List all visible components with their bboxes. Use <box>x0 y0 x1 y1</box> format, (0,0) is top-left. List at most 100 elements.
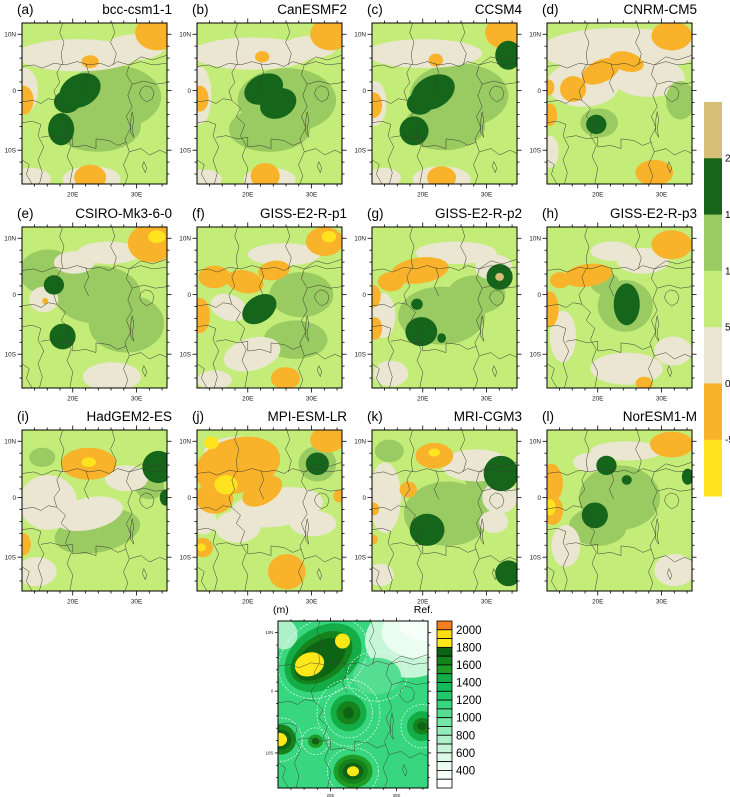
contour-blob <box>197 537 213 558</box>
panel-model-name: HadGEM2-ES <box>86 409 172 424</box>
lat-tick-label: 0 <box>187 495 191 502</box>
colorbar-box <box>436 717 453 727</box>
lake-outline <box>317 364 322 378</box>
map-shapes <box>372 430 517 591</box>
contour-blob <box>197 436 281 495</box>
contour-blob <box>77 241 141 265</box>
map-shapes <box>22 227 167 388</box>
contour-blob <box>353 657 401 695</box>
contour-ring <box>316 679 381 747</box>
contour-blob <box>372 293 396 339</box>
contour-blob <box>53 251 95 274</box>
colorbar-tick-label: 10 <box>725 266 730 277</box>
contour-blob <box>372 284 381 308</box>
contour-blob <box>159 489 167 506</box>
contour-blob <box>270 367 300 388</box>
contour-blob <box>411 74 455 111</box>
contour-blob <box>226 270 264 294</box>
colorbar-box <box>436 664 453 675</box>
colorbar-reference: 2000 1800 1600 1400 1200 1000 800 600 400 <box>436 620 482 789</box>
contour-blob <box>228 106 311 152</box>
contour-blob <box>197 169 222 184</box>
axis-labels: 10N 0 10S 20E 30E <box>529 236 667 403</box>
panel-title-row: (e) CSIRO-Mk3-6-0 <box>17 206 172 221</box>
colorbar-segment <box>704 270 722 328</box>
panel-index-label: (g) <box>367 206 384 221</box>
contour-blob <box>197 37 313 70</box>
contour-blob <box>335 633 350 649</box>
contour-blob <box>242 475 283 507</box>
contour-blob <box>590 352 663 385</box>
lat-tick-label: 10N <box>179 236 191 243</box>
contour-blob <box>464 462 512 495</box>
colorbar-box <box>436 690 453 701</box>
contour-blob <box>310 23 342 51</box>
contour-blob <box>338 758 368 784</box>
contour-blob <box>321 231 337 243</box>
contour-blob <box>22 39 138 72</box>
colorbar-segment <box>704 383 722 441</box>
map-shapes <box>372 227 517 388</box>
axis-labels: 10N 0 10S 20E 30E <box>354 236 492 403</box>
contour-blob <box>483 455 517 492</box>
colorbar-tick-label: 5 <box>725 323 730 334</box>
country-borders <box>197 23 342 184</box>
colorbar-box <box>436 682 453 692</box>
contour-blob <box>590 241 634 261</box>
lake-outline <box>399 685 415 704</box>
contour-blob <box>609 51 644 73</box>
contour-blob <box>197 481 234 514</box>
panel-title-row: (k) MRI-CGM3 <box>367 409 522 424</box>
contour-blob <box>214 510 261 543</box>
lon-tick-label: 20E <box>417 191 428 198</box>
map-panel-h: 10N 0 10S 20E 30E <box>529 222 697 403</box>
axis-labels: 10N 0 10S 20E 30E <box>354 32 492 199</box>
axis-labels: 10N 0 10S 20E 30E <box>179 32 317 199</box>
map-panel-f: 10N 0 10S 20E 30E <box>179 222 347 402</box>
lat-tick-label: 10N <box>4 439 16 446</box>
lake-outline <box>139 492 155 510</box>
panel-title-row: (f) GISS-E2-R-p1 <box>192 206 347 221</box>
lake-outline <box>130 111 134 138</box>
contour-blob <box>482 481 517 514</box>
lon-tick-label: 30E <box>481 598 492 605</box>
contour-blob <box>29 447 56 468</box>
contour-blob <box>441 449 512 482</box>
colorbar-anomaly: 20 15 10 5 0 -5 <box>704 102 730 497</box>
lake-outline <box>480 518 484 545</box>
axis-ticks <box>192 222 347 393</box>
lake-outline <box>664 492 680 510</box>
contour-blob <box>372 317 383 340</box>
colorbar-box <box>436 638 453 648</box>
contour-blob <box>415 241 497 265</box>
lake-outline <box>142 364 147 378</box>
lake-outline <box>492 364 497 378</box>
contour-blob <box>48 113 75 146</box>
contour-blob <box>621 475 632 485</box>
contour-blob <box>590 272 620 295</box>
map-frame <box>277 620 429 789</box>
lake-outline <box>489 289 505 307</box>
panel-title-row: (a) bcc-csm1-1 <box>17 2 172 17</box>
contour-blob <box>214 475 238 495</box>
lat-tick-label: 10S <box>5 351 16 358</box>
map-panel-l: 10N 0 10S 20E 30E <box>529 425 697 605</box>
panel-title-row: (g) GISS-E2-R-p2 <box>367 206 522 221</box>
map-frame <box>546 429 693 592</box>
contour-blob <box>372 80 387 127</box>
contour-ring <box>327 747 379 788</box>
country-borders <box>372 23 517 184</box>
contour-blob <box>62 64 162 130</box>
colorbar-box <box>436 620 453 631</box>
lat-tick-label: 0 <box>537 292 541 299</box>
map-shapes <box>197 227 342 388</box>
contour-ring <box>278 717 303 762</box>
axis-ticks <box>367 222 522 393</box>
contour-blob <box>590 441 663 461</box>
lake-outline <box>480 315 484 342</box>
lake-outline <box>667 364 672 378</box>
lat-tick-label: 0 <box>362 292 366 299</box>
contour-blob <box>22 249 78 295</box>
lat-tick-label: 0 <box>187 88 191 95</box>
lon-tick-label: 20E <box>67 395 78 402</box>
